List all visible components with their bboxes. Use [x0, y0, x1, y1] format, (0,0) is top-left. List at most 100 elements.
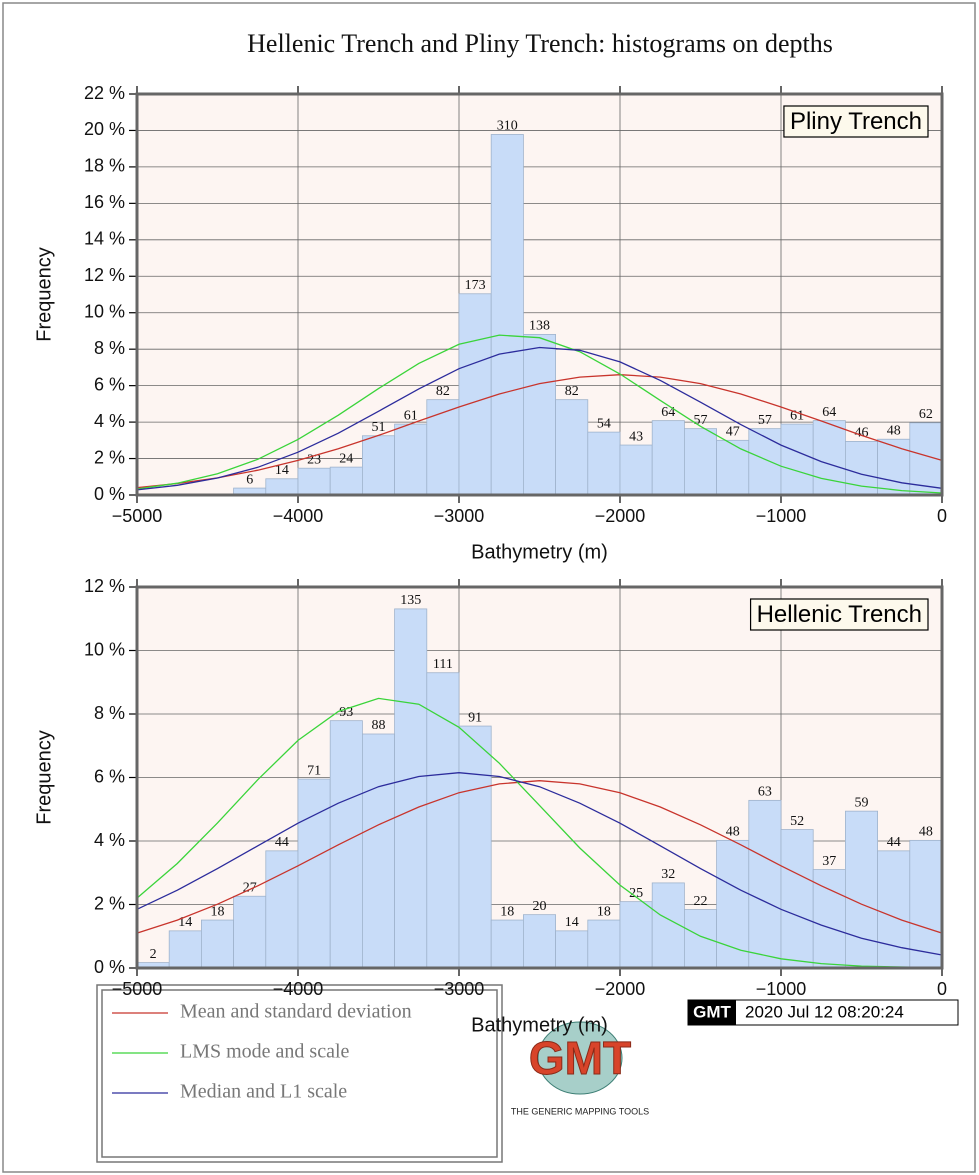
- logo-text: GMT: [529, 1032, 631, 1084]
- bar: [716, 839, 750, 969]
- bar-count-label: 43: [629, 429, 643, 444]
- bar: [490, 134, 524, 496]
- timestamp-logo-bg: [688, 1000, 736, 1025]
- bar: [651, 420, 685, 496]
- bar-count-label: 63: [758, 785, 772, 800]
- x-axis-label: Bathymetry (m): [471, 1014, 608, 1036]
- bar-count-label: 24: [339, 451, 353, 466]
- bar: [458, 293, 492, 496]
- bar: [619, 444, 653, 496]
- gmt-logo: GMT THE GENERIC MAPPING TOOLS: [511, 1021, 649, 1116]
- bar-count-label: 14: [275, 463, 289, 478]
- x-tick-label: −3000: [434, 506, 485, 526]
- bar-count-label: 14: [565, 915, 579, 930]
- bar-count-label: 18: [211, 904, 225, 919]
- bar-count-label: 59: [855, 795, 869, 810]
- bar-count-label: 47: [726, 425, 740, 440]
- y-tick-label: 6 %: [94, 766, 125, 786]
- bar-count-label: 61: [404, 408, 418, 423]
- legend-frame-inner: [101, 989, 498, 1158]
- y-tick-label: 12 %: [84, 265, 125, 285]
- logo-globe: [538, 1022, 622, 1094]
- bar-count-label: 62: [919, 407, 933, 422]
- y-tick-label: 10 %: [84, 301, 125, 321]
- legend-frame: [96, 984, 503, 1163]
- bar-count-label: 44: [275, 835, 289, 850]
- x-tick-label: −5000: [112, 506, 163, 526]
- annotation: Hellenic Trench: [757, 601, 922, 628]
- bar: [361, 733, 395, 969]
- bar-count-label: 48: [726, 825, 740, 840]
- x-tick-label: −4000: [273, 979, 324, 999]
- y-tick-label: 0 %: [94, 484, 125, 504]
- bar-count-label: 54: [597, 416, 611, 431]
- bar: [426, 399, 460, 496]
- bar: [297, 467, 331, 496]
- bar-count-label: 93: [339, 705, 353, 720]
- bar: [200, 919, 234, 969]
- bar: [684, 428, 718, 496]
- bar: [619, 901, 653, 969]
- legend-label: LMS mode and scale: [180, 1041, 350, 1063]
- bar: [555, 399, 589, 496]
- bar: [361, 435, 395, 496]
- bar-count-label: 71: [307, 763, 321, 778]
- bar-count-label: 48: [887, 423, 901, 438]
- bar-count-label: 2: [150, 947, 157, 962]
- bar: [587, 919, 621, 969]
- bar: [523, 334, 557, 496]
- x-tick-label: 0: [937, 979, 947, 999]
- bar-count-label: 25: [629, 886, 643, 901]
- bar: [297, 778, 331, 969]
- y-tick-label: 14 %: [84, 229, 125, 249]
- bar-count-label: 44: [887, 835, 901, 850]
- bar-count-label: 57: [758, 413, 772, 428]
- bar: [394, 423, 428, 496]
- x-axis-label: Bathymetry (m): [471, 541, 608, 563]
- bar: [812, 869, 846, 969]
- bar-count-label: 173: [465, 278, 486, 293]
- bar: [168, 930, 202, 969]
- x-tick-label: −4000: [273, 506, 324, 526]
- x-tick-label: 0: [937, 506, 947, 526]
- y-tick-label: 10 %: [84, 639, 125, 659]
- legend-label: Median and L1 scale: [180, 1081, 347, 1103]
- bar-count-label: 64: [822, 405, 836, 420]
- bar: [458, 725, 492, 969]
- y-axis-label: Frequency: [33, 247, 55, 342]
- bar-count-label: 18: [500, 904, 514, 919]
- x-tick-label: −3000: [434, 979, 485, 999]
- y-tick-label: 8 %: [94, 338, 125, 358]
- bar: [877, 438, 911, 496]
- bar-count-label: 20: [533, 899, 547, 914]
- bar: [490, 919, 524, 969]
- bar: [716, 439, 750, 496]
- bar-count-label: 48: [919, 825, 933, 840]
- y-tick-label: 20 %: [84, 119, 125, 139]
- y-tick-label: 2 %: [94, 893, 125, 913]
- bar: [523, 914, 557, 969]
- x-tick-label: −1000: [756, 979, 807, 999]
- logo-globe-outline: [537, 1021, 623, 1095]
- bar-count-label: 6: [246, 472, 253, 487]
- bar: [265, 850, 299, 969]
- legend-label: Mean and standard deviation: [180, 1001, 412, 1023]
- bar: [684, 909, 718, 969]
- bar-count-label: 64: [661, 405, 675, 420]
- bar-count-label: 138: [529, 319, 550, 334]
- fit-curve: [136, 374, 943, 489]
- bar-count-label: 37: [822, 854, 836, 869]
- bar: [233, 895, 267, 969]
- bar-count-label: 91: [468, 710, 482, 725]
- y-tick-label: 12 %: [84, 576, 125, 596]
- bar: [587, 431, 621, 496]
- bar: [748, 799, 782, 969]
- x-tick-label: −5000: [112, 979, 163, 999]
- y-tick-label: 2 %: [94, 447, 125, 467]
- x-tick-label: −1000: [756, 506, 807, 526]
- bar-count-label: 52: [790, 814, 804, 829]
- bar: [394, 608, 428, 969]
- plot-frame: [135, 92, 944, 497]
- bar: [812, 420, 846, 496]
